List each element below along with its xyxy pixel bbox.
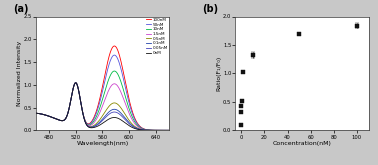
1.5nM — [34, 112, 38, 114]
50nM — [34, 112, 38, 114]
0.05nM — [73, 82, 78, 84]
1.5nM — [112, 83, 117, 85]
Text: (b): (b) — [202, 4, 218, 14]
Line: 0.05nM: 0.05nM — [36, 83, 169, 130]
Line: 100nM: 100nM — [36, 46, 169, 130]
0.5nM — [123, 113, 127, 115]
100nM — [134, 120, 139, 122]
0nM — [167, 129, 171, 131]
0nM — [73, 82, 78, 84]
0nM — [94, 126, 99, 128]
0.05nM — [123, 118, 127, 120]
100nM — [123, 79, 127, 81]
10nM — [123, 94, 127, 96]
X-axis label: Wavelength(nm): Wavelength(nm) — [76, 141, 129, 146]
Line: 0.1nM: 0.1nM — [36, 83, 169, 130]
0.05nM — [34, 112, 38, 114]
0nM — [134, 128, 139, 130]
0.5nM — [73, 82, 78, 84]
0.1nM — [94, 124, 99, 126]
10nM — [57, 119, 62, 121]
0.5nM — [112, 102, 117, 104]
Line: 1.5nM: 1.5nM — [36, 83, 169, 130]
0.5nM — [68, 103, 72, 105]
50nM — [94, 113, 98, 115]
Line: 10nM: 10nM — [36, 71, 169, 130]
Line: 0nM: 0nM — [36, 83, 169, 130]
100nM — [167, 129, 171, 131]
Line: 50nM: 50nM — [36, 55, 169, 130]
100nM — [68, 103, 72, 105]
10nM — [68, 103, 72, 105]
50nM — [112, 54, 116, 56]
0nM — [68, 103, 72, 105]
50nM — [57, 119, 62, 121]
0nM — [57, 119, 62, 121]
10nM — [167, 129, 171, 131]
1.5nM — [167, 129, 171, 131]
Line: 0.5nM: 0.5nM — [36, 83, 169, 130]
Y-axis label: Ratio(F₁/F₀): Ratio(F₁/F₀) — [217, 56, 222, 91]
0nM — [123, 122, 127, 124]
0.05nM — [94, 125, 99, 127]
10nM — [134, 123, 139, 125]
0.5nM — [167, 129, 171, 131]
0.5nM — [134, 126, 139, 128]
100nM — [34, 112, 38, 114]
100nM — [112, 45, 116, 47]
1.5nM — [94, 118, 99, 120]
1.5nM — [73, 82, 78, 84]
50nM — [134, 121, 139, 123]
100nM — [57, 119, 62, 121]
0nM — [112, 116, 117, 118]
0.05nM — [57, 119, 62, 121]
0.1nM — [68, 103, 72, 105]
10nM — [112, 70, 117, 72]
1.5nM — [123, 102, 127, 104]
0.05nM — [167, 129, 171, 131]
0.1nM — [57, 119, 62, 121]
0.1nM — [73, 82, 78, 84]
0.1nM — [167, 129, 171, 131]
0.1nM — [123, 117, 127, 119]
50nM — [123, 85, 127, 87]
0nM — [34, 112, 38, 114]
1.5nM — [57, 119, 62, 121]
50nM — [167, 129, 171, 131]
1.5nM — [68, 103, 72, 105]
0.5nM — [57, 119, 62, 121]
Legend: 100nM, 50nM, 10nM, 1.5nM, 0.5nM, 0.1nM, 0.05nM, 0nM: 100nM, 50nM, 10nM, 1.5nM, 0.5nM, 0.1nM, … — [146, 17, 168, 55]
X-axis label: Concentration(nM): Concentration(nM) — [273, 141, 332, 146]
0.1nM — [112, 108, 117, 110]
0.5nM — [94, 123, 99, 125]
100nM — [94, 111, 98, 113]
Y-axis label: Normalized Intensity: Normalized Intensity — [17, 41, 22, 106]
Text: (a): (a) — [13, 4, 29, 14]
10nM — [94, 116, 98, 118]
50nM — [112, 54, 117, 56]
0.5nM — [34, 112, 38, 114]
50nM — [68, 103, 72, 105]
0.05nM — [68, 103, 72, 105]
0.1nM — [134, 127, 139, 129]
100nM — [112, 45, 117, 47]
0.1nM — [34, 112, 38, 114]
0.05nM — [134, 127, 139, 129]
10nM — [34, 112, 38, 114]
1.5nM — [134, 124, 139, 126]
10nM — [112, 70, 116, 72]
0.05nM — [112, 111, 117, 113]
